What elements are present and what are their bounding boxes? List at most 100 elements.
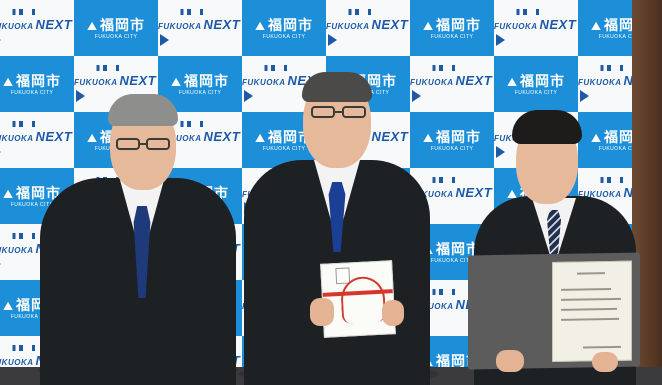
- next-logo-prefix: FUKUOKA: [578, 189, 622, 199]
- next-logo-word: NEXT: [371, 16, 409, 32]
- city-logo-name: 福岡市: [520, 73, 566, 90]
- city-mark-icon: ⛰: [2, 298, 14, 313]
- next-logo-word: NEXT: [539, 16, 577, 32]
- skyline-icon: [177, 8, 223, 15]
- next-logo-prefix: FUKUOKA: [410, 189, 454, 199]
- arrow-icon: [328, 34, 337, 46]
- skyline-icon: [9, 120, 55, 127]
- glasses-middle-l: [311, 106, 335, 118]
- skyline-icon: [177, 120, 223, 127]
- skyline-icon: [261, 64, 307, 71]
- city-logo-name: 福岡市: [436, 17, 482, 34]
- skyline-icon: [429, 176, 475, 183]
- arrow-icon: [160, 34, 169, 46]
- city-mark-icon: ⛰: [2, 74, 14, 89]
- tie-left: [133, 206, 151, 298]
- city-logo-sub: FUKUOKA CITY: [430, 33, 474, 40]
- city-mark-icon: ⛰: [590, 130, 602, 145]
- city-mark-icon: ⛰: [2, 186, 14, 201]
- envelope-ribbon: [339, 275, 387, 324]
- city-logo-name: 福岡市: [436, 129, 482, 146]
- next-logo-prefix: FUKUOKA: [494, 21, 538, 31]
- skyline-icon: [9, 8, 55, 15]
- city-logo-name: 福岡市: [184, 73, 230, 90]
- city-logo-sub: FUKUOKA CITY: [598, 33, 642, 40]
- arrow-icon: [0, 258, 1, 270]
- city-logo-sub: FUKUOKA CITY: [262, 145, 306, 152]
- skyline-icon: [93, 64, 139, 71]
- glasses-left-l: [116, 138, 140, 150]
- city-mark-icon: ⛰: [590, 18, 602, 33]
- city-logo-sub: FUKUOKA CITY: [10, 201, 54, 208]
- hand-middle-left: [310, 298, 334, 326]
- city-logo-name: 福岡市: [268, 17, 314, 34]
- skyline-icon: [429, 64, 475, 71]
- hand-right-left: [496, 350, 524, 372]
- next-logo-word: NEXT: [203, 128, 241, 144]
- arrow-icon: [412, 90, 421, 102]
- city-mark-icon: ⛰: [170, 74, 182, 89]
- hand-middle-right: [382, 300, 404, 326]
- skyline-icon: [429, 288, 475, 295]
- arrow-icon: [0, 146, 1, 158]
- next-logo-prefix: FUKUOKA: [410, 77, 454, 87]
- city-logo-sub: FUKUOKA CITY: [514, 89, 558, 96]
- arrow-icon: [580, 90, 589, 102]
- next-logo-prefix: FUKUOKA: [0, 357, 34, 367]
- next-logo-prefix: FUKUOKA: [74, 77, 118, 87]
- city-logo-sub: FUKUOKA CITY: [10, 89, 54, 96]
- hair-right: [512, 110, 582, 144]
- arrow-icon: [0, 34, 1, 46]
- city-mark-icon: ⛰: [86, 18, 98, 33]
- tie-right: [547, 210, 561, 264]
- city-logo-sub: FUKUOKA CITY: [430, 145, 474, 152]
- arrow-icon: [76, 90, 85, 102]
- city-mark-icon: ⛰: [422, 18, 434, 33]
- skyline-icon: [9, 232, 55, 239]
- city-logo-sub: FUKUOKA CITY: [10, 313, 54, 320]
- next-logo-prefix: FUKUOKA: [242, 77, 286, 87]
- certificate-paper: [552, 260, 632, 363]
- hand-right-right: [592, 352, 618, 372]
- next-logo-prefix: FUKUOKA: [0, 245, 34, 255]
- next-logo-prefix: FUKUOKA: [326, 21, 370, 31]
- city-mark-icon: ⛰: [422, 130, 434, 145]
- certificate-folder: [468, 252, 640, 370]
- glasses-left-r: [146, 138, 170, 150]
- city-logo-name: 福岡市: [268, 129, 314, 146]
- next-logo-prefix: FUKUOKA: [0, 21, 34, 31]
- skyline-icon: [597, 64, 643, 71]
- skyline-icon: [345, 8, 391, 15]
- next-logo-word: NEXT: [455, 72, 493, 88]
- city-logo-sub: FUKUOKA CITY: [178, 89, 222, 96]
- city-logo-sub: FUKUOKA CITY: [430, 257, 474, 264]
- next-logo-prefix: FUKUOKA: [0, 133, 34, 143]
- tie-middle: [328, 182, 346, 252]
- city-logo-name: 福岡市: [436, 241, 482, 258]
